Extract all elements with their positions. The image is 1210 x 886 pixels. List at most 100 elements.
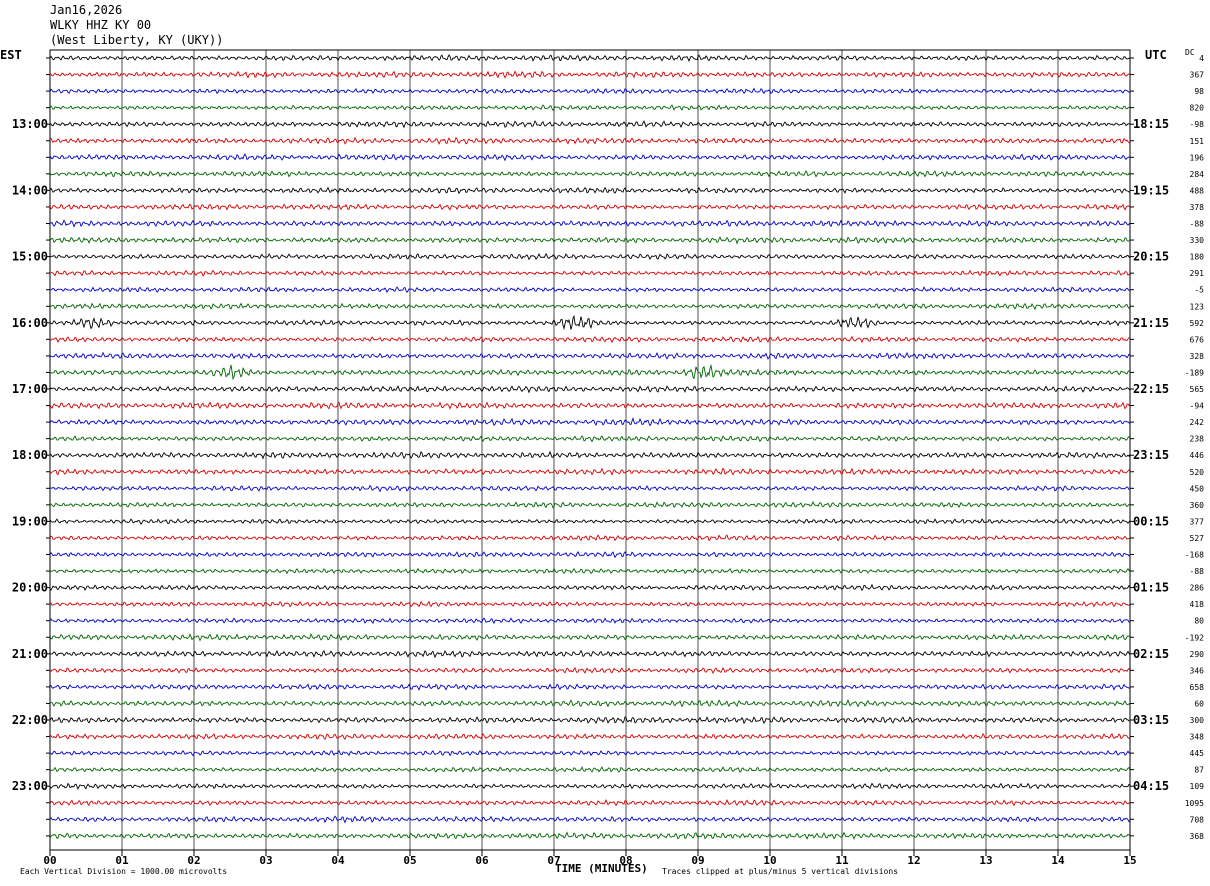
dc-offset-label: 123: [1190, 302, 1205, 311]
dc-offset-label: 592: [1190, 319, 1205, 328]
est-hour-label: 17:00: [12, 382, 48, 396]
dc-offset-label: -189: [1185, 368, 1204, 377]
seismic-trace: [49, 782, 1131, 790]
seismic-trace: [49, 153, 1131, 162]
x-tick-label: 00: [43, 854, 56, 867]
dc-offset-label: -88: [1190, 567, 1205, 576]
dc-offset-label: 527: [1190, 534, 1205, 543]
dc-offset-label: 328: [1190, 352, 1205, 361]
x-tick-label: 09: [691, 854, 704, 867]
seismic-trace: [49, 302, 1131, 311]
dc-offset-label: 290: [1190, 650, 1205, 659]
utc-hour-label: 02:15: [1133, 647, 1169, 661]
seismic-trace: [49, 467, 1131, 476]
dc-offset-label: -94: [1190, 402, 1205, 411]
seismic-trace: [49, 831, 1131, 841]
dc-offset-label: 445: [1190, 749, 1205, 758]
seismic-trace: [49, 169, 1131, 178]
est-hour-label: 18:00: [12, 448, 48, 462]
est-axis-label: EST: [0, 48, 22, 62]
dc-offset-label: 450: [1190, 484, 1205, 493]
utc-hour-label: 22:15: [1133, 382, 1169, 396]
x-tick-label: 01: [115, 854, 129, 867]
seismic-trace: [49, 698, 1131, 708]
seismic-trace: [49, 87, 1131, 95]
dc-offset-label: 300: [1190, 716, 1205, 725]
est-hour-label: 15:00: [12, 250, 48, 264]
est-hour-label: 19:00: [12, 514, 48, 528]
seismic-trace: [49, 749, 1131, 757]
utc-hour-label: 18:15: [1133, 117, 1169, 131]
seismic-trace: [49, 351, 1131, 360]
dc-offset-label: 367: [1190, 71, 1205, 80]
dc-offset-label: 348: [1190, 733, 1205, 742]
seismic-trace: [49, 666, 1131, 675]
utc-hour-label: 20:15: [1133, 250, 1169, 264]
plot-frame: [49, 49, 1131, 851]
est-hour-label: 23:00: [12, 779, 48, 793]
seismic-trace: [49, 54, 1131, 63]
seismic-trace: [49, 120, 1131, 129]
utc-hour-label: 19:15: [1133, 183, 1169, 197]
est-hour-label: 13:00: [12, 117, 48, 131]
dc-offset-label: 109: [1190, 782, 1205, 791]
utc-axis-label: UTC: [1145, 48, 1167, 62]
dc-offset-label: 291: [1190, 269, 1205, 278]
header-date: Jan16,2026: [50, 3, 123, 17]
x-tick-label: 08: [619, 854, 632, 867]
x-tick-label: 05: [403, 854, 416, 867]
x-tick-label: 10: [763, 854, 776, 867]
est-hour-label: 20:00: [12, 581, 48, 595]
x-tick-label: 02: [187, 854, 200, 867]
dc-offset-label: 242: [1190, 418, 1205, 427]
dc-offset-label: -98: [1190, 120, 1205, 129]
utc-hour-label: 21:15: [1133, 316, 1169, 330]
dc-offset-label: 520: [1190, 468, 1205, 477]
seismic-trace: [49, 269, 1131, 277]
seismic-trace: [49, 649, 1131, 659]
seismic-trace: [49, 551, 1131, 559]
dc-offset-label: 346: [1190, 666, 1205, 675]
seismic-trace: [49, 450, 1131, 460]
dc-offset-label: 418: [1190, 600, 1205, 609]
est-hour-label: 21:00: [12, 647, 48, 661]
header-station: WLKY HHZ KY 00: [50, 18, 152, 32]
dc-offset-label: 676: [1190, 335, 1205, 344]
seismic-trace: [49, 70, 1131, 79]
x-tick-label: 03: [259, 854, 272, 867]
seismic-trace: [49, 186, 1131, 195]
seismic-trace: [49, 617, 1131, 625]
seismic-trace: [49, 633, 1131, 642]
dc-offset-label: 378: [1190, 203, 1205, 212]
est-hour-label: 16:00: [12, 316, 48, 330]
dc-offset-label: 658: [1190, 683, 1205, 692]
dc-offset-label: 708: [1190, 815, 1205, 824]
dc-offset-label: 286: [1190, 584, 1205, 593]
utc-hour-label: 03:15: [1133, 713, 1169, 727]
seismic-trace: [49, 732, 1131, 741]
dc-offset-label: 151: [1190, 137, 1205, 146]
seismic-trace: [49, 534, 1131, 542]
dc-offset-label: 196: [1190, 153, 1205, 162]
scale-note: Each Vertical Division = 1000.00 microvo…: [20, 867, 228, 876]
dc-offset-label: 238: [1190, 435, 1205, 444]
clip-note: Traces clipped at plus/minus 5 vertical …: [662, 867, 899, 876]
seismic-trace: [49, 766, 1131, 773]
seismic-trace: [49, 567, 1131, 575]
seismic-trace: [49, 335, 1131, 344]
x-tick-label: 13: [979, 854, 992, 867]
dc-offset-label: 1095: [1185, 799, 1204, 808]
seismic-trace: [49, 286, 1131, 294]
seismic-trace: [49, 252, 1131, 261]
x-tick-label: 06: [475, 854, 489, 867]
seismic-trace: [49, 236, 1131, 245]
dc-offset-label: 488: [1190, 186, 1205, 195]
x-tick-label: 14: [1051, 854, 1065, 867]
seismic-trace: [49, 600, 1131, 608]
dc-offset-label: -168: [1185, 551, 1204, 560]
seismic-trace: [49, 363, 1131, 381]
dc-offset-label: 284: [1190, 170, 1205, 179]
dc-offset-label: 180: [1190, 253, 1205, 262]
header-location: (West Liberty, KY (UKY)): [50, 33, 224, 47]
